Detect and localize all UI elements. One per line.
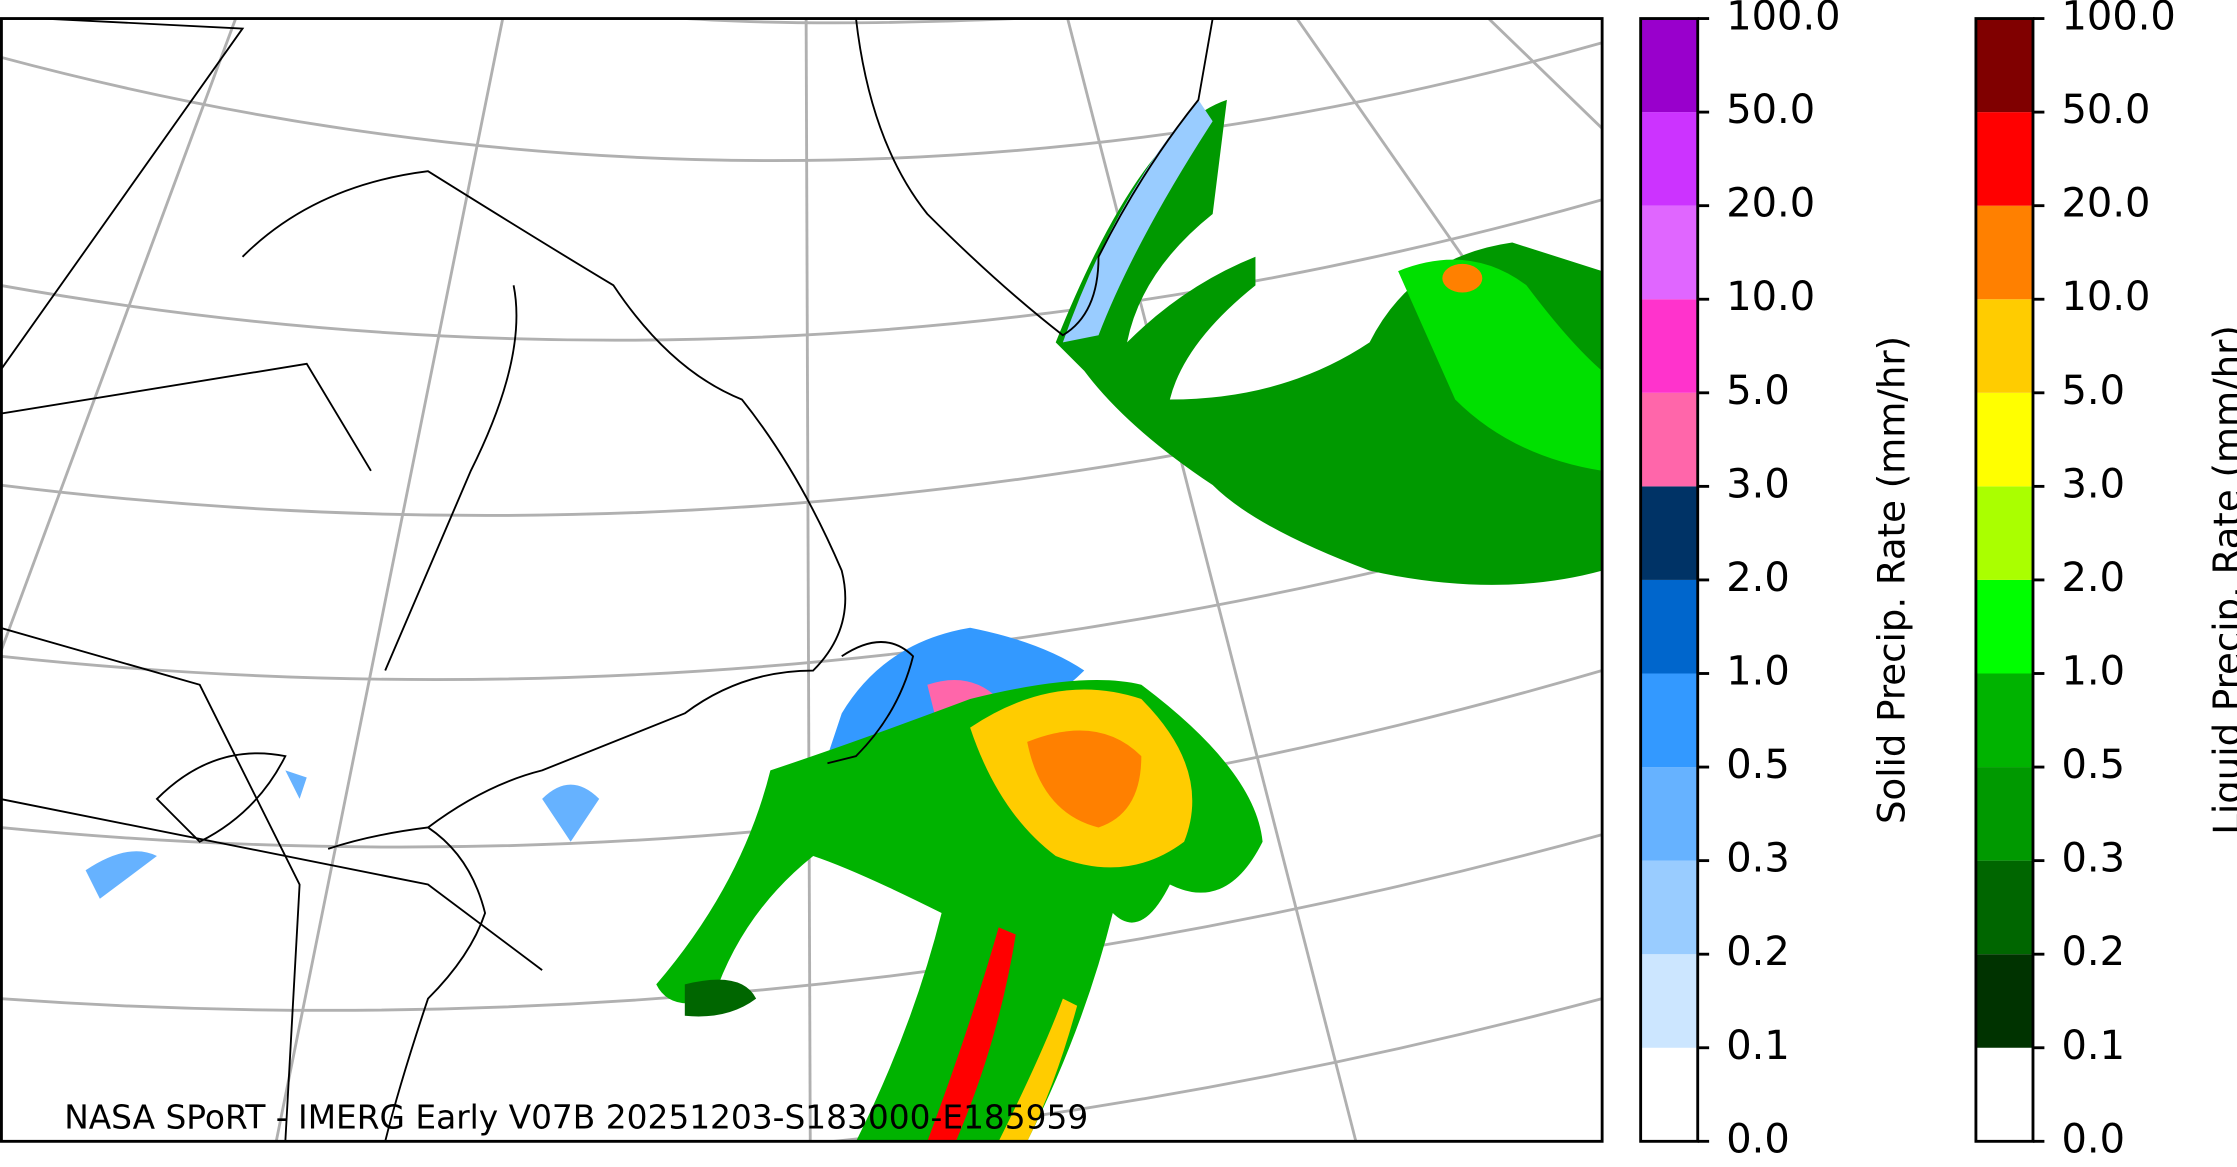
colorbar-segment: [1640, 767, 1698, 861]
colorbar-tick-label: 0.0: [2062, 1116, 2126, 1162]
colorbar-segment: [1640, 579, 1698, 674]
colorbar-segment: [1640, 392, 1698, 487]
colorbar-tick-label: 0.0: [1726, 1116, 1790, 1162]
liquid-area: [1442, 263, 1483, 293]
liquid-area: [998, 998, 1078, 1142]
solid-area: [85, 770, 600, 899]
colorbar-segment: [1975, 205, 2033, 300]
solid-area: [1062, 99, 1213, 343]
colorbar-segment: [1975, 112, 2033, 206]
colorbar-segment: [1640, 673, 1698, 768]
coastlines: [1, 18, 1214, 1142]
colorbar-tick-label: 0.5: [1726, 742, 1790, 788]
colorbar-tick-label: 0.2: [1726, 929, 1790, 975]
colorbar-tick-label: 5.0: [1726, 368, 1790, 414]
colorbar-tick-label: 0.1: [2062, 1023, 2126, 1069]
colorbar-tick-label: 2.0: [2062, 555, 2126, 601]
colorbar-segment: [1640, 112, 1698, 206]
colorbar-segment: [1640, 486, 1698, 580]
colorbar-tick-label: 3.0: [1726, 461, 1790, 507]
colorbar-tick-label: 50.0: [2062, 87, 2151, 133]
colorbar-segment: [1975, 579, 2033, 674]
colorbar-segment: [1640, 18, 1698, 113]
colorbar-segment: [1640, 299, 1698, 393]
map-frame: [0, 17, 1604, 1143]
colorbar-segment: [1975, 18, 2033, 113]
colorbar-tick-label: 10.0: [1726, 274, 1815, 320]
colorbar-tick-label: 0.1: [1726, 1023, 1790, 1069]
colorbar-tick-label: 2.0: [1726, 555, 1790, 601]
colorbar-tick-label: 0.3: [1726, 836, 1790, 882]
liquid-area: [927, 927, 1016, 1142]
liquid-area: [684, 979, 757, 1017]
colorbar-tick-label: 0.3: [2062, 836, 2126, 882]
colorbar-tick-label: 0.2: [2062, 929, 2126, 975]
footer-text: NASA SPoRT - IMERG Early V07B 20251203-S…: [64, 1098, 1088, 1136]
colorbar-title: Solid Precip. Rate (mm/hr): [1871, 336, 1914, 824]
liquid-area: [1398, 259, 1603, 471]
colorbar-tick-label: 0.5: [2062, 742, 2126, 788]
colorbar-tick-label: 3.0: [2062, 461, 2126, 507]
liquid-area: [1055, 99, 1603, 585]
colorbar-segment: [1975, 673, 2033, 768]
colorbar-tick-label: 10.0: [2062, 274, 2151, 320]
colorbar-tick-label: 50.0: [1726, 87, 1815, 133]
colorbar-segment: [1975, 392, 2033, 487]
colorbar-segment: [1640, 954, 1698, 1048]
colorbar-tick-label: 20.0: [1726, 181, 1815, 227]
colorbar-segment: [1640, 860, 1698, 955]
map: NASA SPoRT - IMERG Early V07B 20251203-S…: [1, 18, 1603, 1142]
colorbar-segment: [1640, 205, 1698, 300]
colorbar-segment: [1975, 954, 2033, 1048]
colorbar-tick-label: 1.0: [2062, 648, 2126, 694]
colorbar-segment: [1640, 1047, 1698, 1142]
precipitation: [85, 99, 1603, 1142]
colorbar-segment: [1975, 860, 2033, 955]
graticule: [1, 18, 1603, 1142]
colorbar-tick-label: 1.0: [1726, 648, 1790, 694]
colorbar-segment: [1975, 1047, 2033, 1142]
colorbar-segment: [1975, 299, 2033, 393]
colorbar-segment: [1975, 767, 2033, 861]
colorbar-tick-label: 20.0: [2062, 181, 2151, 227]
colorbar-tick-label: 5.0: [2062, 368, 2126, 414]
liquid-area: [1027, 730, 1142, 828]
colorbar-segment: [1975, 486, 2033, 580]
colorbar-title: Liquid Precip. Rate (mm/hr): [2206, 325, 2237, 835]
colorbar-tick-label: 100.0: [1726, 0, 1840, 40]
colorbar-tick-label: 100.0: [2062, 0, 2176, 40]
